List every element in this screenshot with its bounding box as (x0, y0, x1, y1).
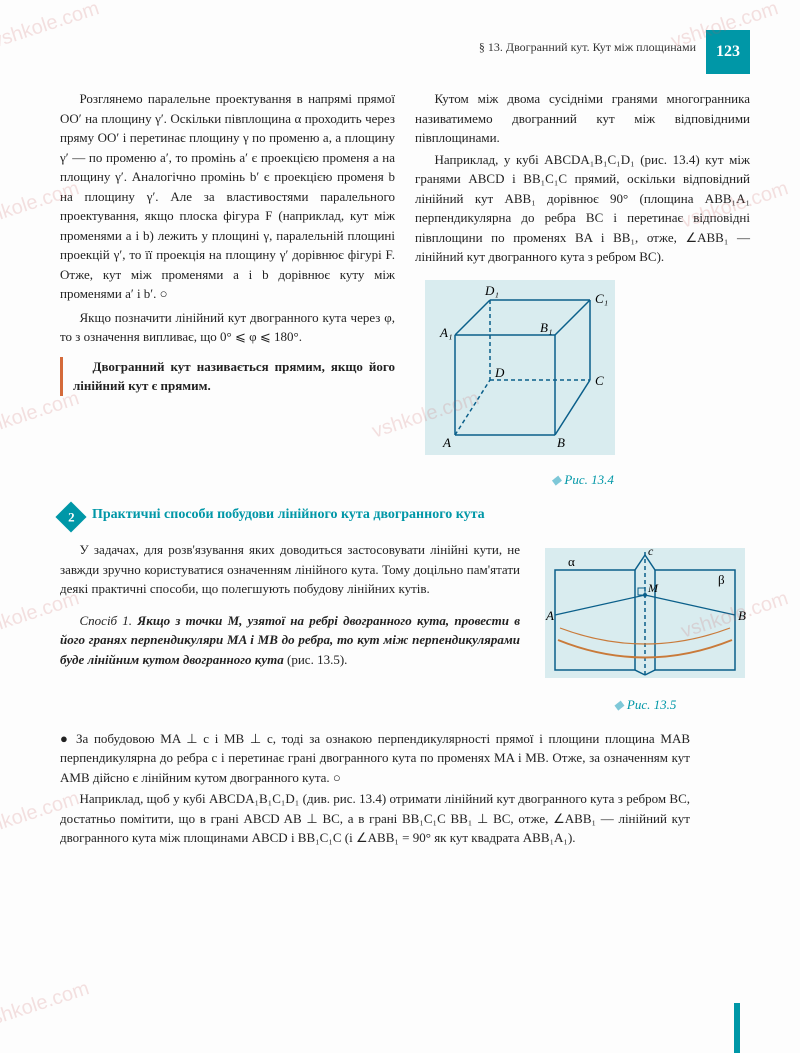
col1-para1: Розглянемо паралельне проектування в нап… (60, 89, 395, 304)
col1-para2: Якщо позначити лінійний кут двогранного … (60, 308, 395, 347)
bottom-accent-bar (734, 1003, 740, 1053)
svg-text:B: B (557, 435, 565, 450)
highlight-text: Двогранний кут називається прямим, якщо … (73, 359, 395, 394)
page-header: § 13. Двогранний кут. Кут між площинами … (60, 30, 750, 74)
right-column: Кутом між двома сусідніми гранями многог… (415, 89, 750, 489)
page-number: 123 (706, 30, 750, 74)
svg-text:B: B (738, 608, 746, 623)
svg-text:D: D (494, 365, 505, 380)
section-badge: 2 (55, 501, 86, 532)
definition-highlight: Двогранний кут називається прямим, якщо … (60, 357, 395, 396)
section2-text-block-1: У задачах, для розв'язування яких доводи… (60, 540, 520, 671)
col2-para1: Кутом між двома сусідніми гранями многог… (415, 89, 750, 148)
s2-para3: Наприклад, щоб у кубі ABCDA₁B₁C₁D₁ (див.… (60, 789, 690, 848)
col2-para2: Наприклад, у кубі ABCDA₁B₁C₁D₁ (рис. 13.… (415, 150, 750, 267)
method-ref: (рис. 13.5). (284, 652, 348, 667)
method-label: Спосіб 1. (80, 613, 133, 628)
svg-text:C₁: C₁ (595, 291, 608, 306)
s2-para2: За побудовою MA ⊥ c і MB ⊥ c, тоді за оз… (60, 729, 690, 788)
svg-text:D₁: D₁ (484, 283, 499, 298)
section-title: § 13. Двогранний кут. Кут між площинами (479, 30, 696, 56)
svg-text:α: α (568, 554, 575, 569)
svg-text:A: A (442, 435, 451, 450)
dihedral-diagram: α β c M A B (540, 540, 750, 690)
svg-text:A₁: A₁ (439, 325, 452, 340)
section-2-title: Практичні способи побудови лінійного кут… (92, 504, 485, 525)
section2-text-block-2: За побудовою MA ⊥ c і MB ⊥ c, тоді за оз… (60, 729, 750, 848)
s2-method1: Спосіб 1. Якщо з точки M, узятої на ребр… (60, 611, 520, 670)
svg-text:B₁: B₁ (540, 320, 552, 335)
figure-135-caption: Рис. 13.5 (540, 695, 750, 715)
svg-text:A: A (545, 608, 554, 623)
figure-134: D₁ C₁ A₁ B₁ D C A B Рис. 13.4 (415, 275, 750, 490)
figure-134-caption: Рис. 13.4 (415, 470, 750, 490)
svg-text:c: c (648, 544, 654, 558)
section-2-heading: 2 Практичні способи побудови лінійного к… (60, 504, 750, 528)
s2-para1: У задачах, для розв'язування яких доводи… (60, 540, 520, 599)
figure-135: α β c M A B Рис. 13.5 (540, 540, 750, 715)
watermark: vshkole.com (0, 974, 93, 1037)
svg-text:C: C (595, 373, 604, 388)
cube-diagram: D₁ C₁ A₁ B₁ D C A B (415, 275, 625, 465)
svg-text:M: M (647, 581, 659, 595)
left-column: Розглянемо паралельне проектування в нап… (60, 89, 395, 489)
svg-text:β: β (718, 572, 725, 587)
